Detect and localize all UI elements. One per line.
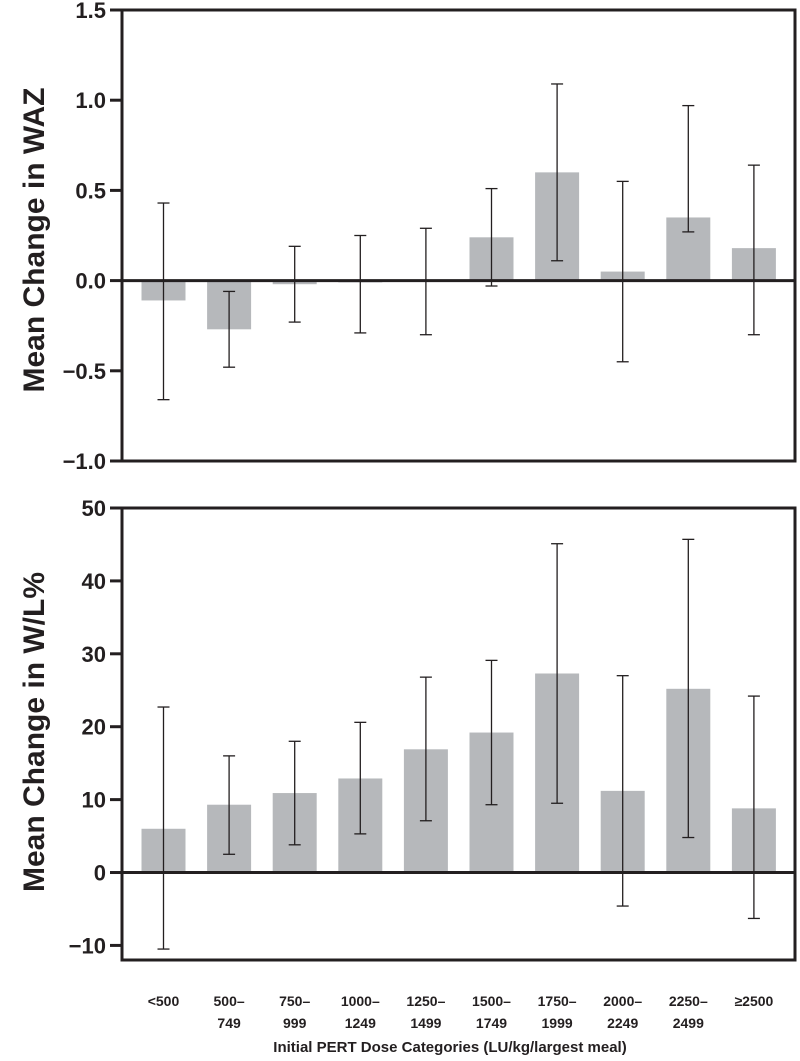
error-bar [354, 721, 367, 835]
x-category-label: 1750– 1999 [538, 993, 577, 1031]
y-tick-label: 0.0 [75, 269, 106, 294]
wl-y-ticks: 50 40 30 20 10 0 −10 [69, 496, 122, 958]
error-bar [616, 675, 629, 907]
x-category-label: <500 [148, 993, 180, 1009]
y-tick-label: 50 [82, 496, 106, 521]
error-bar [747, 695, 760, 920]
waz-plot-frame [120, 8, 797, 463]
y-tick-label: 40 [82, 569, 106, 594]
x-category-label: 1000– 1249 [341, 993, 380, 1031]
error-bar [288, 245, 301, 323]
waz-panel: Mean Change in WAZ 1.5 1.0 0.5 0.0 −0.5 −1.0 [18, 0, 797, 474]
y-tick-label: 0.5 [75, 178, 106, 203]
wl-panel: Mean Change in W/L% 50 40 30 20 10 0 −10 <500 5… [18, 496, 797, 1056]
y-tick-label: 20 [82, 715, 106, 740]
y-tick-label: −10 [69, 933, 106, 958]
y-tick-label: 10 [82, 788, 106, 813]
y-tick-label: −0.5 [63, 359, 106, 384]
y-tick-label: 1.0 [75, 88, 106, 113]
error-bar [223, 290, 236, 368]
x-category-label: 1250– 1499 [406, 993, 445, 1031]
error-bar [223, 755, 236, 855]
error-bar [682, 104, 695, 233]
wl-bars [141, 673, 776, 873]
x-category-label: 750– 999 [279, 993, 310, 1031]
error-bar [682, 538, 695, 839]
x-category-label: ≥2500 [734, 993, 773, 1009]
error-bar [288, 740, 301, 846]
y-tick-label: −1.0 [63, 449, 106, 474]
error-bar [157, 706, 170, 950]
y-tick-label: 0 [94, 861, 106, 886]
error-bar [551, 543, 564, 804]
x-category-label: 2250– 2499 [669, 993, 708, 1031]
x-category-label: 500– 749 [214, 993, 245, 1031]
error-bar [419, 676, 432, 822]
error-bar [747, 164, 760, 336]
waz-y-axis-label: Mean Change in WAZ [18, 87, 51, 392]
error-bar [354, 234, 367, 334]
x-axis-label: Initial PERT Dose Categories (LU/kg/larg… [273, 1039, 626, 1056]
y-tick-label: 30 [82, 642, 106, 667]
error-bar [485, 659, 498, 806]
x-category-label: 2000– 2249 [603, 993, 642, 1031]
y-tick-label: 1.5 [75, 0, 106, 23]
error-bar [616, 180, 629, 363]
wl-y-axis-label: Mean Change in W/L% [18, 572, 51, 892]
error-bar [551, 83, 564, 262]
wl-error-bars [157, 538, 760, 950]
waz-error-bars [157, 83, 760, 401]
x-category-label: 1500– 1749 [472, 993, 511, 1031]
waz-y-ticks: 1.5 1.0 0.5 0.0 −0.5 −1.0 [63, 0, 122, 474]
waz-bars [141, 172, 776, 330]
wl-plot-frame [120, 506, 797, 962]
error-bar [157, 202, 170, 401]
error-bar [485, 187, 498, 287]
x-category-labels: <500 500– 749 750– 999 1000– 1249 1250– 1499 1500… [148, 993, 774, 1031]
